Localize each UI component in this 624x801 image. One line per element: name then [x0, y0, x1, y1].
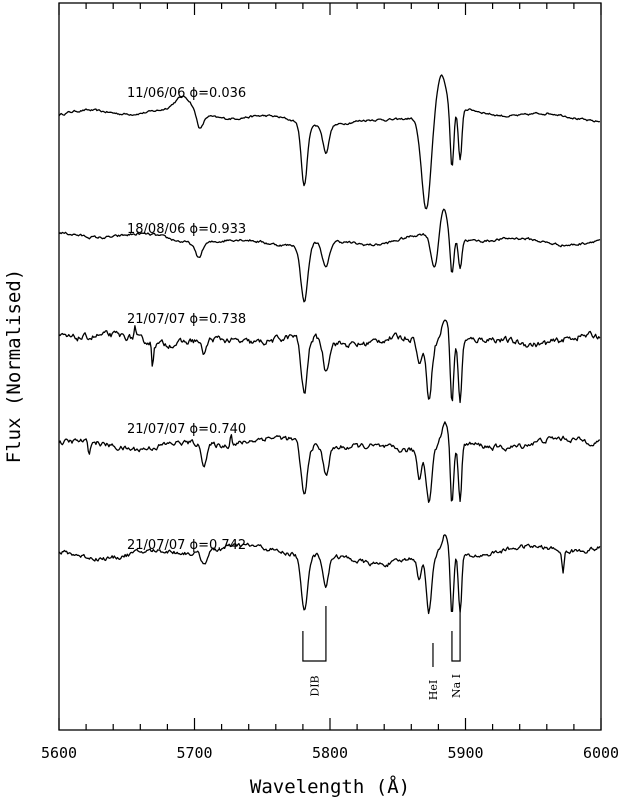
spectrum-label: 21/07/07 ϕ=0.742 [127, 538, 246, 553]
x-tick-label: 5900 [447, 744, 483, 762]
x-tick-labels: 5600 5700 5800 5900 6000 [41, 744, 619, 762]
line-id-label: Na I [450, 674, 463, 698]
spectrum-line [58, 421, 601, 503]
line-id-bracket [302, 606, 327, 662]
spectrum-label: 21/07/07 ϕ=0.740 [127, 422, 246, 437]
spectrum-labels: 11/06/06 ϕ=0.036 18/08/06 ϕ=0.933 21/07/07… [127, 86, 246, 553]
spectrum-line [58, 319, 601, 404]
x-tick-label: 5800 [312, 744, 348, 762]
x-tick-label: 6000 [583, 744, 619, 762]
spectrum-line [58, 74, 601, 210]
x-axis-label: Wavelength (Å) [250, 775, 410, 798]
spectrum-line [58, 534, 601, 615]
line-id-bracket [451, 606, 461, 662]
line-identifications: DIB HeI Na I [302, 606, 463, 700]
spectrum-label: 11/06/06 ϕ=0.036 [127, 86, 246, 101]
line-id-label: HeI [427, 680, 440, 700]
spectrum-line [58, 208, 601, 303]
x-tick-label: 5600 [41, 744, 77, 762]
spectrum-label: 18/08/06 ϕ=0.933 [127, 222, 246, 237]
spectra-series [58, 74, 601, 615]
x-tick-label: 5700 [176, 744, 212, 762]
plot-frame [58, 2, 602, 731]
axis-ticks [58, 3, 602, 730]
spectrum-label: 21/07/07 ϕ=0.738 [127, 312, 246, 327]
y-axis-label: Flux (Normalised) [3, 269, 25, 463]
line-id-label: DIB [308, 675, 321, 696]
